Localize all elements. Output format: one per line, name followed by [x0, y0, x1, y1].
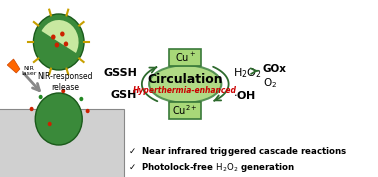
- Circle shape: [35, 93, 82, 145]
- Circle shape: [33, 14, 84, 70]
- Text: $\checkmark$  Photolock-free $\mathrm{H_2O_2}$ generation: $\checkmark$ Photolock-free $\mathrm{H_2…: [128, 161, 295, 173]
- Circle shape: [55, 42, 59, 47]
- Circle shape: [29, 107, 34, 111]
- Circle shape: [39, 95, 43, 99]
- Text: NIR-responsed
release: NIR-responsed release: [37, 72, 93, 92]
- FancyBboxPatch shape: [169, 102, 201, 119]
- Ellipse shape: [149, 65, 222, 103]
- FancyBboxPatch shape: [0, 109, 124, 177]
- Text: GSSH: GSSH: [104, 68, 137, 78]
- Wedge shape: [42, 20, 79, 53]
- Text: GOx: GOx: [263, 64, 287, 74]
- Circle shape: [51, 35, 56, 39]
- Text: GSH: GSH: [111, 90, 137, 100]
- Circle shape: [61, 89, 65, 93]
- Text: $\mathrm{H_2O_2}$: $\mathrm{H_2O_2}$: [233, 66, 262, 80]
- Circle shape: [79, 97, 83, 101]
- Text: $\mathrm{Cu^+}$: $\mathrm{Cu^+}$: [175, 51, 196, 64]
- Polygon shape: [7, 59, 20, 73]
- Circle shape: [48, 122, 52, 126]
- Circle shape: [60, 32, 65, 36]
- Text: $\mathrm{Cu^{2+}}$: $\mathrm{Cu^{2+}}$: [172, 103, 198, 117]
- FancyBboxPatch shape: [169, 49, 201, 66]
- Circle shape: [86, 109, 90, 113]
- Text: $\cdot$OH: $\cdot$OH: [233, 89, 256, 101]
- Text: $\checkmark$  Near infrared triggered cascade reactions: $\checkmark$ Near infrared triggered cas…: [128, 145, 348, 158]
- Circle shape: [64, 41, 68, 47]
- Text: $\mathrm{O_2}$: $\mathrm{O_2}$: [263, 76, 277, 90]
- Text: Hyperthermia-enhanced: Hyperthermia-enhanced: [133, 87, 237, 96]
- Text: Circulation: Circulation: [147, 73, 223, 87]
- Text: NIR
laser: NIR laser: [21, 66, 37, 76]
